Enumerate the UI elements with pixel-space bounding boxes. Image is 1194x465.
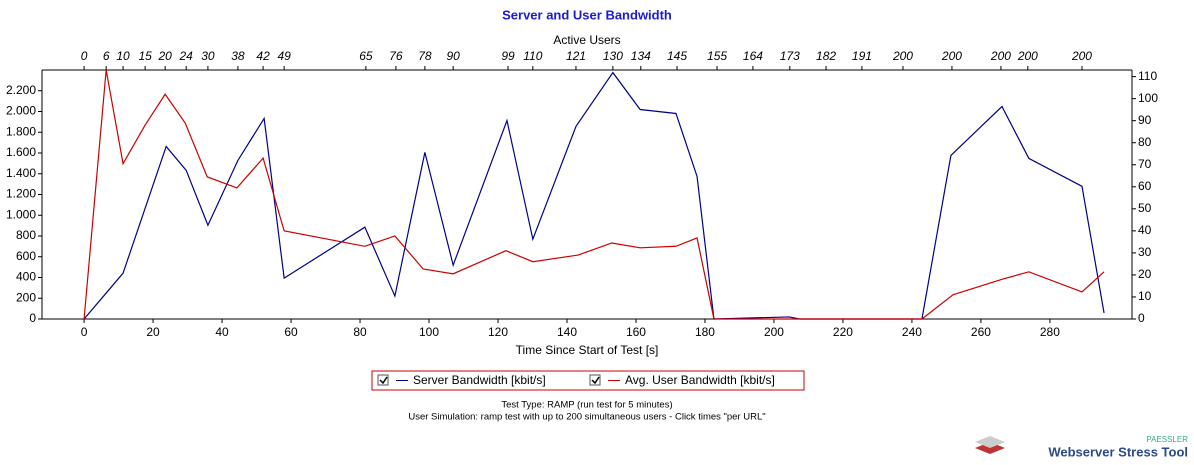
top-tick-label: 182 <box>816 49 836 63</box>
top-tick-label: 6 <box>103 49 110 63</box>
top-tick-label: 99 <box>501 49 515 63</box>
top-tick-label: 110 <box>523 49 542 63</box>
y2-tick-label: 40 <box>1138 223 1152 237</box>
x-tick-label: 140 <box>557 325 577 339</box>
y2-tick-label: 20 <box>1138 267 1152 281</box>
x-tick-label: 100 <box>419 325 439 339</box>
y-tick-label: 1.200 <box>6 187 36 201</box>
top-tick-label: 191 <box>852 49 872 63</box>
y-tick-label: 2.200 <box>6 83 36 97</box>
legend-label: Avg. User Bandwidth [kbit/s] <box>625 373 775 387</box>
top-tick-label: 200 <box>941 49 962 63</box>
logo-product: Webserver Stress Tool <box>1048 444 1188 459</box>
top-tick-label: 200 <box>1017 49 1038 63</box>
x-axis-label: Time Since Start of Test [s] <box>516 343 659 357</box>
top-tick-label: 130 <box>603 49 623 63</box>
legend-check <box>379 376 388 385</box>
top-tick-label: 90 <box>446 49 460 63</box>
top-tick-label: 42 <box>256 49 270 63</box>
logo-brand: PAESSLER <box>1146 435 1188 444</box>
x-tick-label: 180 <box>695 325 715 339</box>
y2-tick-label: 0 <box>1138 311 1145 325</box>
logo: PAESSLER Webserver Stress Tool <box>975 435 1188 459</box>
x-tick-label: 80 <box>353 325 367 339</box>
top-tick-label: 65 <box>359 49 373 63</box>
legend-checkbox <box>377 374 389 386</box>
legend-checkbox <box>589 374 601 386</box>
top-tick-label: 76 <box>389 49 403 63</box>
y2-tick-label: 30 <box>1138 245 1152 259</box>
top-tick-label: 0 <box>81 49 88 63</box>
legend-label: Server Bandwidth [kbit/s] <box>413 373 546 387</box>
y2-tick-label: 10 <box>1138 289 1152 303</box>
series-line <box>83 69 1105 320</box>
legend-check <box>591 376 600 385</box>
y-tick-label: 1.600 <box>6 145 36 159</box>
x-tick-label: 240 <box>902 325 922 339</box>
y2-tick-label: 80 <box>1138 135 1152 149</box>
y-tick-label: 1.000 <box>6 207 36 221</box>
x-tick-label: 220 <box>833 325 853 339</box>
y2-tick-label: 100 <box>1138 91 1158 105</box>
top-tick-label: 155 <box>707 49 727 63</box>
top-tick-label: 145 <box>667 49 687 63</box>
top-tick-label: 20 <box>157 49 172 63</box>
footer-line: User Simulation: ramp test with up to 20… <box>408 412 765 423</box>
series-line <box>83 71 1105 320</box>
x-tick-label: 120 <box>488 325 508 339</box>
y-tick-label: 2.000 <box>6 104 36 118</box>
top-tick-label: 200 <box>1071 49 1092 63</box>
x-tick-label: 20 <box>146 325 160 339</box>
y2-tick-label: 60 <box>1138 179 1152 193</box>
top-tick-label: 134 <box>631 49 651 63</box>
top-axis-title: Active Users <box>553 33 620 47</box>
y-tick-label: 1.800 <box>6 124 36 138</box>
x-tick-label: 200 <box>764 325 784 339</box>
x-tick-label: 40 <box>215 325 229 339</box>
x-tick-label: 260 <box>971 325 991 339</box>
top-tick-label: 15 <box>138 49 152 63</box>
legend <box>371 370 805 391</box>
top-tick-label: 10 <box>116 49 130 63</box>
top-tick-label: 38 <box>231 49 245 63</box>
top-tick-label: 200 <box>892 49 913 63</box>
x-tick-label: 0 <box>81 325 88 339</box>
y2-tick-label: 70 <box>1138 157 1152 171</box>
top-tick-label: 200 <box>990 49 1011 63</box>
logo-icon <box>975 436 1005 448</box>
y-tick-label: 400 <box>16 270 36 284</box>
top-tick-label: 30 <box>201 49 215 63</box>
top-tick-label: 78 <box>418 49 432 63</box>
x-tick-label: 280 <box>1040 325 1060 339</box>
y-tick-label: 200 <box>16 290 36 304</box>
top-tick-label: 24 <box>179 49 194 63</box>
chart-title: Server and User Bandwidth <box>502 7 672 22</box>
y2-tick-label: 50 <box>1138 201 1152 215</box>
x-tick-label: 160 <box>626 325 646 339</box>
top-tick-label: 164 <box>743 49 763 63</box>
y-tick-label: 800 <box>16 228 36 242</box>
footer-line: Test Type: RAMP (run test for 5 minutes) <box>501 400 672 411</box>
y2-tick-label: 110 <box>1138 69 1157 83</box>
y-tick-label: 600 <box>16 249 36 263</box>
top-tick-label: 173 <box>780 49 800 63</box>
top-tick-label: 121 <box>566 49 586 63</box>
y-tick-label: 1.400 <box>6 166 36 180</box>
y2-tick-label: 90 <box>1138 113 1152 127</box>
y-tick-label: 0 <box>29 311 36 325</box>
x-tick-label: 60 <box>284 325 298 339</box>
top-tick-label: 49 <box>277 49 291 63</box>
